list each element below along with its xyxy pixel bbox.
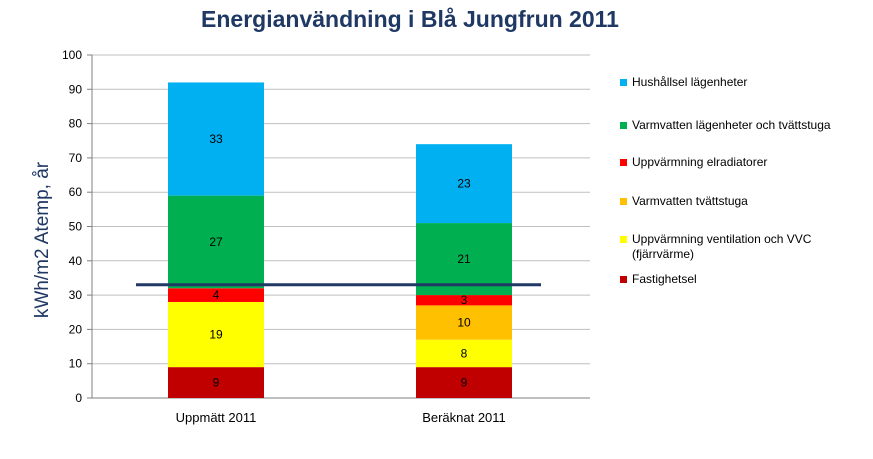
legend-item: Varmvatten lägenheter och tvättstuga: [620, 118, 870, 133]
data-labels: 9 19 4 27 33 9 8 10 3 21 23: [209, 132, 471, 390]
legend-item: Hushållsel lägenheter: [620, 75, 870, 90]
chart-title: Energianvändning i Blå Jungfrun 2011: [201, 6, 619, 32]
y-tick-label: 20: [69, 322, 83, 336]
data-label: 33: [209, 132, 223, 146]
data-label: 3: [461, 293, 468, 307]
bar-segment: [168, 301, 264, 368]
bar-segment: [416, 144, 512, 224]
bar-segment: [416, 305, 512, 340]
y-tick-label: 60: [69, 185, 83, 199]
y-tick-label: 100: [62, 48, 82, 62]
data-label: 19: [209, 328, 223, 342]
data-label: 10: [457, 316, 471, 330]
legend-label: Uppvärmning ventilation och VVC (fjärrvä…: [632, 232, 812, 261]
legend-item: Uppvärmning ventilation och VVC (fjärrvä…: [620, 232, 870, 262]
bar-segment: [416, 367, 512, 398]
y-tick-label: 70: [69, 151, 83, 165]
y-axis-ticks: 0 10 20 30 40 50 60 70 80 90 100: [62, 48, 82, 405]
data-label: 9: [461, 376, 468, 390]
legend-item: Fastighetsel: [620, 272, 870, 287]
legend-swatch: [620, 122, 627, 129]
legend-item: Uppvärmning elradiatorer: [620, 155, 870, 170]
legend-swatch: [620, 79, 627, 86]
y-tick-label: 40: [69, 254, 83, 268]
legend-label: Varmvatten tvättstuga: [632, 194, 748, 208]
legend-label: Hushållsel lägenheter: [632, 75, 748, 89]
y-axis-label: kWh/m2 Atemp, år: [32, 161, 53, 318]
legend-swatch: [620, 198, 627, 205]
bars: [168, 82, 512, 398]
bar-segment: [168, 82, 264, 196]
bar-segment: [168, 288, 264, 302]
data-label: 9: [213, 376, 220, 390]
data-label: 4: [213, 288, 220, 302]
bar-segment: [416, 223, 512, 296]
legend-item: Varmvatten tvättstuga: [620, 194, 870, 209]
legend-swatch: [620, 236, 627, 243]
legend-swatch: [620, 276, 627, 283]
y-tick-label: 80: [69, 117, 83, 131]
x-tick-label: Beräknat 2011: [422, 410, 506, 425]
y-tick-label: 30: [69, 288, 83, 302]
y-tick-label: 90: [69, 82, 83, 96]
legend-swatch: [620, 159, 627, 166]
bar-segment: [168, 195, 264, 289]
legend-label: Fastighetsel: [632, 272, 697, 286]
bar-segment: [416, 339, 512, 368]
data-label: 27: [209, 235, 223, 249]
data-label: 23: [457, 177, 471, 191]
x-tick-label: Uppmätt 2011: [176, 410, 257, 425]
y-tick-label: 10: [69, 357, 83, 371]
bar-segment: [416, 295, 512, 306]
y-tick-label: 0: [75, 391, 82, 405]
gridlines: [87, 54, 590, 399]
legend-label: Varmvatten lägenheter och tvättstuga: [632, 118, 831, 132]
legend-label: Uppvärmning elradiatorer: [632, 155, 768, 169]
data-label: 21: [457, 252, 471, 266]
data-label: 8: [461, 346, 468, 360]
bar-segment: [168, 367, 264, 398]
y-tick-label: 50: [69, 220, 83, 234]
x-axis-ticks: Uppmätt 2011 Beräknat 2011: [176, 410, 506, 425]
